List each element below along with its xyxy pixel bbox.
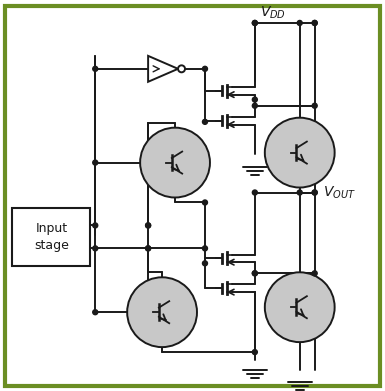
Bar [12, 208, 90, 266]
Circle shape [252, 97, 257, 102]
Circle shape [93, 310, 98, 315]
Circle shape [140, 128, 210, 197]
Circle shape [203, 246, 208, 251]
Circle shape [203, 66, 208, 71]
Text: Input
stage: Input stage [34, 222, 69, 253]
Circle shape [178, 65, 185, 72]
Circle shape [312, 103, 317, 108]
Circle shape [252, 350, 257, 355]
Circle shape [312, 20, 317, 25]
Circle shape [93, 223, 98, 228]
Circle shape [252, 103, 257, 108]
Text: $V_{DD}$: $V_{DD}$ [260, 5, 286, 21]
Circle shape [312, 190, 317, 195]
Circle shape [252, 271, 257, 276]
Circle shape [203, 200, 208, 205]
Circle shape [203, 261, 208, 266]
Circle shape [203, 119, 208, 124]
Circle shape [146, 246, 151, 251]
Circle shape [297, 20, 302, 25]
Circle shape [127, 277, 197, 347]
Circle shape [265, 118, 335, 188]
Circle shape [252, 190, 257, 195]
Circle shape [312, 20, 317, 25]
Circle shape [252, 271, 257, 276]
Circle shape [146, 223, 151, 228]
Circle shape [93, 160, 98, 165]
Circle shape [252, 20, 257, 25]
Text: $V_{OUT}$: $V_{OUT}$ [323, 184, 355, 201]
Circle shape [146, 246, 151, 251]
Circle shape [146, 223, 151, 228]
Circle shape [252, 20, 257, 25]
Circle shape [93, 66, 98, 71]
Circle shape [297, 190, 302, 195]
Circle shape [265, 272, 335, 342]
Circle shape [93, 246, 98, 251]
Circle shape [312, 271, 317, 276]
Circle shape [312, 190, 317, 195]
